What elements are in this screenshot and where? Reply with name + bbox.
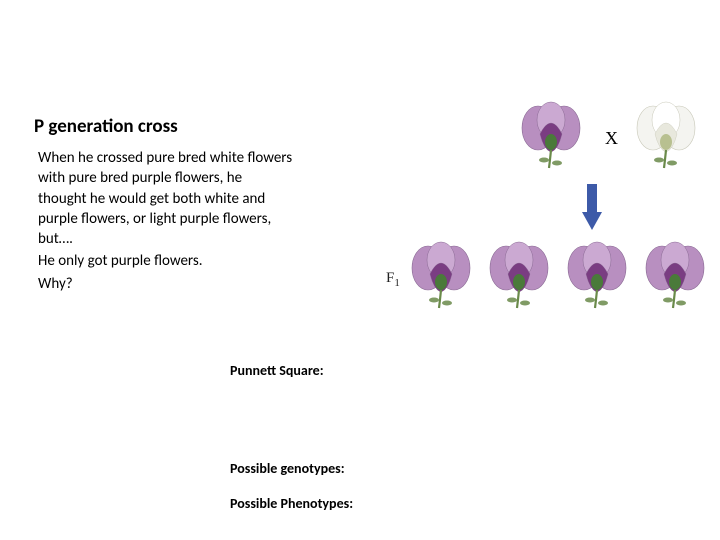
possible-phenotypes-label: Possible Phenotypes:	[230, 495, 353, 512]
page-title: P generation cross	[34, 115, 178, 138]
cross-symbol: X	[605, 128, 618, 149]
body-paragraph-2: He only got purple flowers.	[38, 251, 293, 271]
possible-genotypes-label: Possible genotypes:	[230, 460, 345, 477]
f1-subscript: 1	[394, 277, 400, 289]
f1-flower-3	[566, 240, 628, 310]
f1-flower-1	[410, 240, 472, 310]
f1-flower-4	[644, 240, 706, 310]
f1-generation-label: F1	[386, 270, 400, 289]
parent-flower-purple	[520, 100, 582, 170]
parent-flower-white	[635, 100, 697, 170]
cross-diagram: X F1	[380, 100, 710, 330]
punnett-square-label: Punnett Square:	[230, 362, 324, 379]
arrow-down-icon	[580, 182, 604, 232]
body-text-block: When he crossed pure bred white flowers …	[38, 148, 293, 296]
body-paragraph-1: When he crossed pure bred white flowers …	[38, 148, 293, 249]
f1-flower-2	[488, 240, 550, 310]
body-paragraph-3: Why?	[38, 274, 293, 294]
